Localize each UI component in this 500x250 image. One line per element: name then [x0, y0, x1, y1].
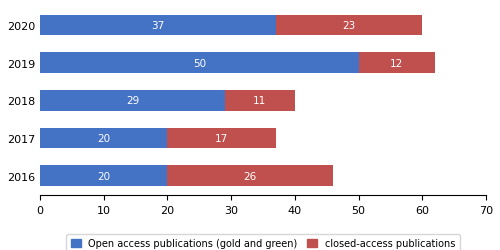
Bar [40, 16, 276, 36]
Text: 26: 26 [244, 171, 257, 181]
Legend: Open access publications (gold and green), closed-access publications: Open access publications (gold and green… [66, 234, 460, 250]
Text: 23: 23 [342, 21, 355, 31]
Bar [40, 128, 168, 149]
Text: 37: 37 [152, 21, 164, 31]
Bar [40, 90, 225, 111]
Bar [276, 16, 422, 36]
Text: 20: 20 [97, 171, 110, 181]
Text: 50: 50 [193, 58, 206, 68]
Text: 12: 12 [390, 58, 404, 68]
Bar [358, 53, 435, 74]
Bar [40, 53, 358, 74]
Bar [40, 166, 168, 186]
Text: 20: 20 [97, 134, 110, 143]
Bar [168, 128, 276, 149]
Text: 17: 17 [215, 134, 228, 143]
Text: 11: 11 [253, 96, 266, 106]
Text: 29: 29 [126, 96, 139, 106]
Bar [168, 166, 333, 186]
Bar [225, 90, 295, 111]
